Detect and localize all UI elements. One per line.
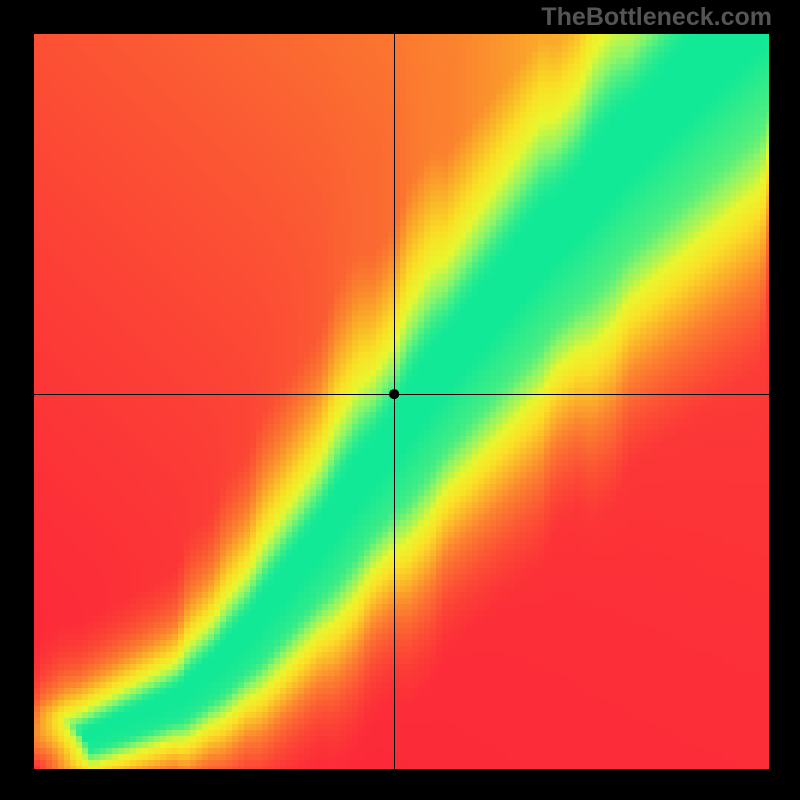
chart-container: { "chart": { "type": "heatmap", "canvas"… (0, 0, 800, 800)
bottleneck-heatmap (0, 0, 800, 800)
